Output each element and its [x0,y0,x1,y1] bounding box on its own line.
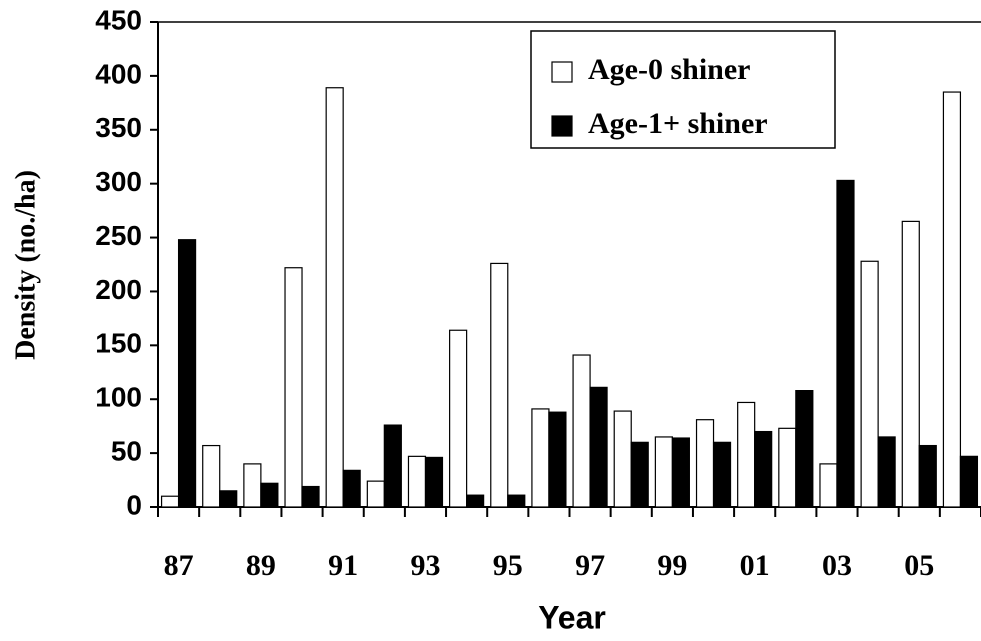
bar [160,495,180,508]
bar [325,87,344,508]
bar [383,424,402,508]
legend-label: Age-1+ shiner [588,107,768,140]
bar [407,455,427,508]
bar [424,456,444,508]
x-axis-title: Year [538,599,606,635]
x-tick-label: 93 [410,549,440,582]
bar [778,427,797,508]
bar [654,436,673,508]
y-tick-label: 50 [111,436,142,467]
bar [959,455,979,508]
x-tick-label: 99 [657,549,687,582]
bar [695,419,715,508]
bar [712,441,732,508]
x-tick-label: 87 [164,549,194,582]
bar [219,490,238,508]
y-tick-label: 100 [95,382,142,413]
legend-label: Age-0 shiner [588,53,750,86]
bar [202,444,221,508]
bar [901,220,920,508]
y-tick-label: 450 [95,4,142,35]
bar [918,444,937,508]
x-tick-label: 89 [246,549,276,582]
y-tick-label: 400 [95,58,142,89]
bar [877,436,896,508]
bar [737,401,756,508]
y-tick-label: 300 [95,166,142,197]
y-axis-title: Density (no./ha) [10,170,41,360]
legend-swatch [551,61,573,83]
x-tick-label: 91 [328,549,358,582]
bar [466,494,485,508]
legend-box [530,30,836,149]
x-tick-label: 03 [822,549,852,582]
bar [449,329,468,508]
bar [548,411,567,508]
y-tick-label: 150 [95,328,142,359]
bar [177,239,197,508]
bar [754,430,773,508]
y-tick-label: 0 [126,489,142,520]
bar [860,260,879,508]
bar [836,179,855,508]
x-tick-label: 95 [493,549,523,582]
bar [260,482,279,508]
bar [507,494,526,508]
bar [572,354,591,508]
bar [589,386,608,508]
y-tick-label: 200 [95,274,142,305]
bar [613,410,632,508]
bar [284,267,303,508]
bar [819,463,838,508]
y-tick-label: 250 [95,220,142,251]
x-tick-label: 05 [904,549,934,582]
x-tick-label: 01 [740,549,770,582]
bar [795,390,814,508]
bar [301,485,320,508]
bar [671,437,690,508]
bar [490,262,509,508]
y-tick-label: 350 [95,112,142,143]
legend-swatch [551,115,573,137]
bar [342,469,361,508]
bar [630,441,649,508]
x-tick-label: 97 [575,549,605,582]
bar [366,480,385,508]
bar [942,91,962,508]
bar [531,408,550,508]
bar [243,463,262,508]
